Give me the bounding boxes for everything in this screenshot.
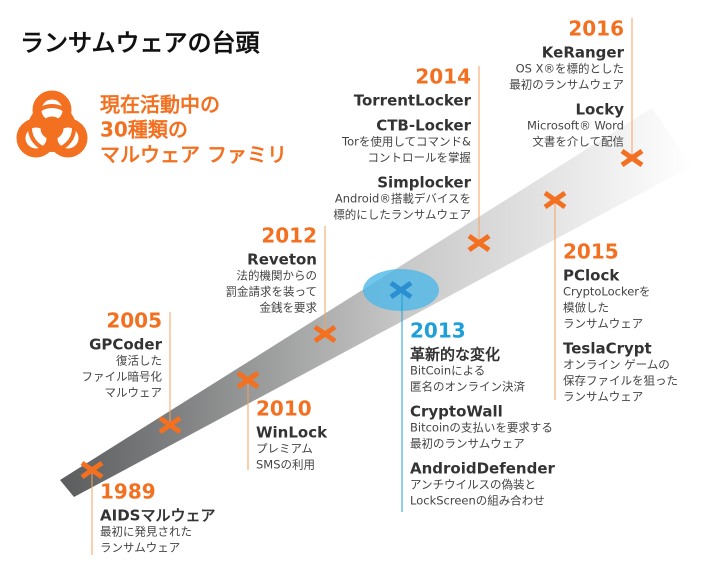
entry-description: 最初のランサムウェア bbox=[410, 437, 525, 451]
entry-description: OS X®を標的とした bbox=[516, 62, 624, 76]
entry-name: CryptoWall bbox=[410, 403, 503, 421]
year: 2005 bbox=[106, 309, 162, 333]
entry-description: 最初のランサムウェア bbox=[509, 78, 624, 92]
entry-description: 保存ファイルを狙った bbox=[563, 374, 678, 388]
entry-description: ランサムウェア bbox=[100, 541, 180, 555]
entry-description: Microsoft® Word bbox=[527, 119, 624, 133]
year: 1989 bbox=[100, 480, 156, 504]
entry-description: BitCoinによる bbox=[410, 364, 485, 378]
entry-name: WinLock bbox=[256, 424, 328, 442]
entry-name: KeRanger bbox=[542, 44, 625, 62]
year: 2016 bbox=[568, 17, 624, 41]
year: 2013 bbox=[410, 319, 466, 343]
entry-description: CryptoLockerを bbox=[563, 285, 651, 299]
marker bbox=[620, 148, 644, 168]
entry-name: GPCoder bbox=[89, 336, 163, 354]
entry-description: オンライン ゲームの bbox=[563, 358, 670, 372]
entry-name: AndroidDefender bbox=[410, 460, 556, 478]
entry-description: Torを使用してコマンド& bbox=[341, 135, 471, 149]
entry-description: ランサムウェア bbox=[563, 390, 643, 404]
title: ランサムウェアの台頭 bbox=[20, 29, 261, 57]
entry-description: アンチウイルスの偽装と bbox=[410, 478, 536, 492]
entry-name: TorrentLocker bbox=[354, 92, 472, 110]
entry-description: 法的機関からの bbox=[237, 269, 318, 283]
marker bbox=[543, 190, 567, 210]
entry-description: Android®搭載デバイスを bbox=[335, 192, 471, 206]
marker bbox=[389, 280, 413, 300]
marker bbox=[313, 324, 337, 344]
entry-description: コントロールを掌握 bbox=[368, 151, 472, 165]
entry-description: 文書を介して配信 bbox=[532, 135, 624, 149]
year: 2012 bbox=[261, 224, 317, 248]
entry-name: Reveton bbox=[247, 251, 317, 269]
entry-description: SMSの利用 bbox=[256, 458, 315, 472]
entry-name: Locky bbox=[575, 101, 624, 119]
events: 1989AIDSマルウェア最初に発見されたランサムウェア2005GPCoder復… bbox=[80, 17, 678, 555]
entry-name: AIDSマルウェア bbox=[100, 507, 215, 525]
entry-description: Bitcoinの支払いを要求する bbox=[410, 421, 553, 435]
marker bbox=[80, 460, 104, 480]
year: 2010 bbox=[256, 397, 312, 421]
entry-description: 匿名のオンライン決済 bbox=[410, 380, 525, 394]
entry-name: CTB-Locker bbox=[376, 117, 471, 135]
entry-description: ランサムウェア bbox=[563, 317, 643, 331]
entry-description: 復活した bbox=[116, 354, 162, 368]
entry-description: 金銭を要求 bbox=[260, 301, 318, 315]
entry-description: 標的にしたランサムウェア bbox=[333, 208, 471, 222]
entry-description: ファイル暗号化 bbox=[82, 370, 163, 384]
entry-name: TeslaCrypt bbox=[563, 340, 652, 358]
entry-description: 模倣した bbox=[563, 301, 609, 315]
entry-description: マルウェア bbox=[105, 386, 163, 400]
year: 2014 bbox=[415, 65, 471, 89]
marker bbox=[158, 415, 182, 435]
entry-description: LockScreenの組み合わせ bbox=[410, 494, 545, 508]
marker bbox=[467, 233, 491, 253]
marker bbox=[236, 370, 260, 390]
callout: 現在活動中の 30種類の マルウェア ファミリ bbox=[100, 93, 287, 167]
entry-name: Simplocker bbox=[377, 174, 471, 192]
biohazard-icon bbox=[16, 90, 88, 158]
event: 2014 TorrentLocker CTB-LockerTorを使用してコマンド&… bbox=[333, 65, 491, 253]
entry-name: PClock bbox=[563, 267, 620, 285]
entry-description: プレミアム bbox=[256, 442, 313, 456]
callout-line: 現在活動中の bbox=[100, 93, 220, 117]
callout-line: マルウェア ファミリ bbox=[100, 143, 287, 167]
entry-name: 革新的な変化 bbox=[410, 346, 500, 364]
callout-line: 30種類の bbox=[100, 118, 188, 142]
entry-description: 罰金請求を装って bbox=[226, 285, 317, 299]
year: 2015 bbox=[563, 240, 619, 264]
entry-description: 最初に発見された bbox=[100, 525, 192, 539]
